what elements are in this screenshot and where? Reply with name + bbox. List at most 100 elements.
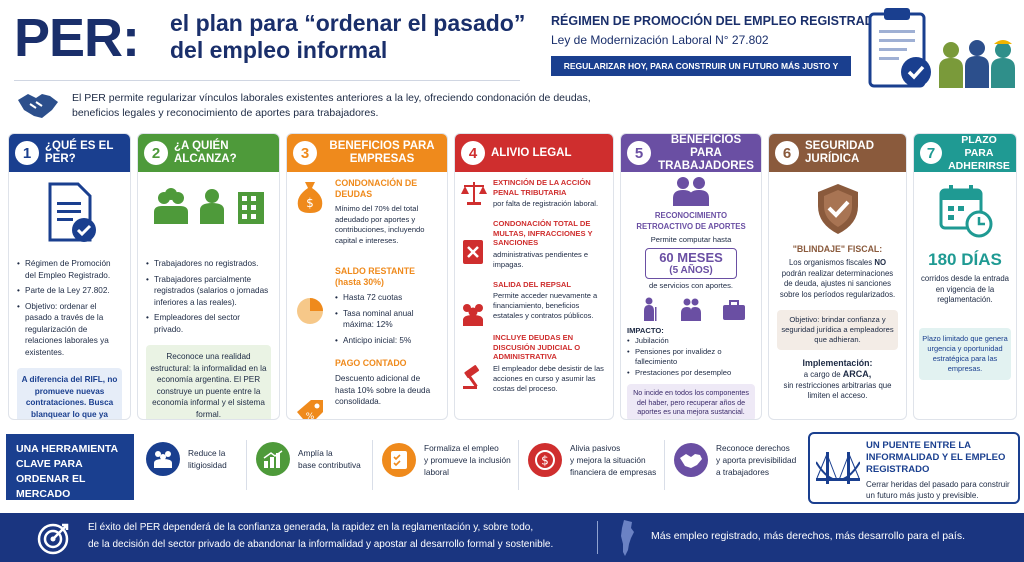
gavel-icon: [463, 365, 480, 389]
document-check-icon: [48, 182, 96, 242]
subheading: PAGO CONTADO: [335, 358, 407, 368]
bullet: Objetivo: ordenar el pasado a través de …: [17, 301, 122, 359]
card-title: PLAZO PARA ADHERIRSE: [948, 133, 1010, 172]
big-value-sub: (5 AÑOS): [669, 265, 713, 276]
card-title: ALIVIO LEGAL: [491, 146, 572, 159]
growth-chart-icon: [256, 442, 290, 476]
bullet: Tasa nominal anual máxima: 12%: [335, 308, 439, 331]
card-note: Reconoce una realidad estructural: la in…: [146, 345, 271, 419]
big-value: 60 MESES: [659, 250, 723, 265]
text: Descuento adicional de hasta 10% sobre l…: [335, 374, 431, 406]
users-icon: [463, 304, 483, 326]
card-title: ¿QUÉ ES EL PER?: [45, 140, 114, 165]
benefit-line: financiera de empresas: [570, 467, 657, 477]
bullet: Empleadores del sector privado.: [146, 312, 271, 335]
card-title: BENEFICIOS PARA TRABAJADORES: [658, 133, 754, 172]
card-note: A diferencia del RIFL, no promueve nueva…: [17, 368, 122, 419]
bullet: Trabajadores no registrados.: [146, 258, 271, 270]
herramienta-banner: UNA HERRAMIENTA CLAVE PARA ORDENAR EL ME…: [6, 434, 134, 515]
card-que-es: 1 ¿QUÉ ES EL PER? Régimen de Promoción d…: [8, 133, 131, 420]
text: El empleador debe desistir de las accion…: [493, 363, 604, 393]
bullet: Trabajadores parcialmente registrados (s…: [146, 274, 271, 309]
text-bold: NO: [874, 258, 887, 267]
subheading: CONDONACIÓN TOTAL DE MULTAS, INFRACCIONE…: [493, 219, 593, 247]
card-title: ¿A QUIÉN ALCANZA?: [174, 140, 237, 165]
bullet: Parte de la Ley 27.802.: [17, 285, 122, 297]
text: de servicios con aportes.: [649, 281, 733, 290]
text: Permite computar hasta: [650, 235, 732, 244]
card-number: 6: [775, 141, 799, 165]
benefit-line: Reconoce derechos: [716, 443, 790, 453]
card-number: 1: [15, 141, 39, 165]
intro-text: El PER permite regularizar vínculos labo…: [72, 92, 591, 119]
svg-text:$: $: [306, 196, 314, 210]
big-value: 180 DÍAS: [928, 250, 1002, 269]
card-alivio-legal: 4 ALIVIO LEGAL EXTINCIÓN DE LA ACCIÓN PE…: [454, 133, 614, 420]
card-header: 4 ALIVIO LEGAL: [455, 134, 613, 172]
subheading: "BLINDAJE" FISCAL:: [792, 244, 883, 254]
footer: El éxito del PER dependerá de la confian…: [0, 513, 1024, 562]
footer-line-2: de la decisión del sector privado de aba…: [88, 539, 554, 550]
text-part: Los organismos fiscales: [788, 258, 875, 267]
benefit-line: a trabajadores: [716, 467, 770, 477]
subheading: CONDONACIÓN DE DEUDAS: [335, 178, 418, 199]
impact-label: IMPACTO:: [627, 326, 664, 335]
card-header: 6 SEGURIDAD JURÍDICA: [769, 134, 906, 172]
text: Permite acceder nuevamente a financiamie…: [493, 291, 598, 320]
bullet: Jubilación: [627, 336, 755, 346]
footer-right: Más empleo registrado, más derechos, más…: [651, 530, 965, 542]
bullet: Anticipo inicial: 5%: [335, 335, 439, 347]
card-number: 2: [144, 141, 168, 165]
highlight-box: 60 MESES (5 AÑOS): [645, 248, 737, 279]
benefit-item: $ Alivia pasivos y mejora la situación fin…: [528, 442, 656, 478]
title-line-2: del empleo informal: [170, 37, 388, 63]
divider: [246, 440, 247, 490]
subheading: INCLUYE DEUDAS EN DISCUSIÓN JUDICIAL O A…: [493, 333, 581, 361]
card-header: 1 ¿QUÉ ES EL PER?: [9, 134, 130, 172]
subheading-note: (hasta 30%): [335, 277, 384, 287]
benefit-line: y mejora la situación: [570, 455, 646, 465]
card-number: 5: [627, 141, 651, 165]
benefit-item: Reduce la litigiosidad: [146, 442, 227, 476]
title-divider: [14, 80, 520, 81]
subheading: SALDO RESTANTE: [335, 266, 415, 276]
bullet: Pensiones por invalidez o fallecimiento: [627, 347, 755, 367]
footer-divider: [597, 521, 598, 554]
card-note: No incide en todos los componentes del h…: [627, 384, 755, 419]
benefit-line: litigiosidad: [188, 460, 227, 470]
text-part: a cargo de: [803, 370, 843, 379]
card-beneficios-empresas: 3 BENEFICIOS PARA EMPRESAS $ CONDONACIÓN…: [286, 133, 448, 420]
argentina-map-icon: [621, 520, 634, 556]
workers-icon: [939, 40, 1015, 88]
benefit-line: Alivia pasivos: [570, 443, 621, 453]
benefit-line: base contributiva: [298, 460, 361, 470]
impact-icons: [644, 297, 745, 321]
divider: [664, 440, 665, 490]
slogan-banner: REGULARIZAR HOY, PARA CONSTRUIR UN FUTUR…: [551, 56, 851, 91]
page-title: el plan para “ordenar el pasado” del emp…: [170, 10, 530, 64]
people-icon: [673, 177, 709, 206]
discount-tag-icon: %: [297, 400, 323, 419]
calendar-clock-icon: [939, 185, 993, 238]
card-title: SEGURIDAD JURÍDICA: [805, 140, 875, 165]
benefit-line: Formaliza el empleo: [424, 443, 499, 453]
checklist-icon: [382, 443, 416, 477]
puente-box: UN PUENTE ENTRE LA INFORMALIDAD Y EL EMP…: [808, 432, 1020, 504]
shield-check-icon: [817, 184, 858, 234]
dollar-coin-icon: $: [528, 443, 562, 477]
group-icon: [146, 442, 180, 476]
puente-title: UN PUENTE ENTRE LA INFORMALIDAD Y EL EMP…: [866, 440, 1006, 475]
text: por falta de registración laboral.: [493, 199, 599, 208]
text: sin restricciones arbitrarias que limite…: [783, 380, 892, 401]
card-plazo: 7 PLAZO PARA ADHERIRSE 180 DÍAS corridos…: [913, 133, 1017, 420]
impl-label: Implementación:: [802, 358, 873, 368]
scales-icon: [461, 182, 487, 205]
card-title: BENEFICIOS PARA EMPRESAS: [329, 140, 435, 165]
card-header: 3 BENEFICIOS PARA EMPRESAS: [287, 134, 447, 172]
target-icon: [37, 523, 69, 555]
clipboard-check-icon: [868, 8, 931, 88]
bridge-icon: [816, 452, 860, 484]
workers-building-icon: [153, 188, 264, 224]
text: Los organismos fiscales NO podrán realiz…: [777, 258, 898, 300]
money-bag-icon: $: [297, 182, 323, 213]
